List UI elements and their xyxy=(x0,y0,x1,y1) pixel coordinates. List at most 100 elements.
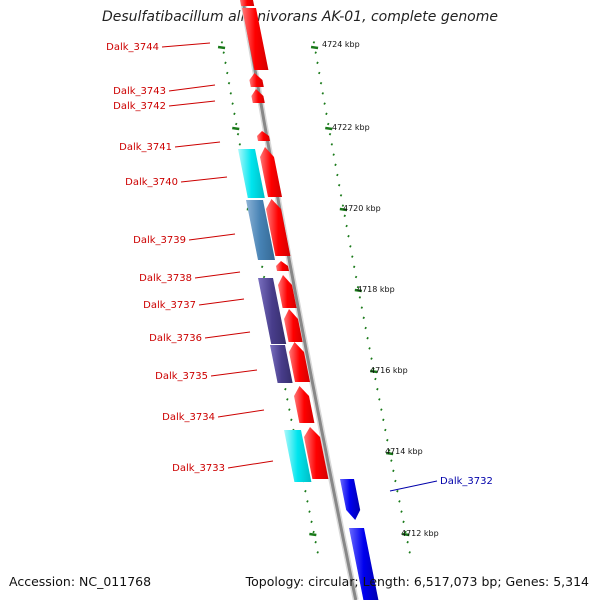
minor-tick xyxy=(328,132,332,136)
minor-tick xyxy=(372,367,375,371)
cog-box-dalk-3739 xyxy=(246,200,275,260)
minor-tick xyxy=(312,530,315,534)
gene-arrow-dalk-3732 xyxy=(340,479,361,520)
gene-label-dalk-3743: Dalk_3743 xyxy=(113,86,166,97)
minor-tick xyxy=(318,71,321,75)
accession-text: Accession: NC_011768 xyxy=(9,574,152,589)
major-tick xyxy=(370,369,378,374)
callout-line xyxy=(210,369,258,377)
gene-label-dalk-3734: Dalk_3734 xyxy=(162,412,215,423)
minor-tick xyxy=(347,234,350,238)
minor-tick xyxy=(233,112,236,116)
minor-tick xyxy=(262,275,266,279)
gene-label-dalk-3742: Dalk_3742 xyxy=(113,101,166,112)
minor-tick xyxy=(400,510,403,513)
minor-tick xyxy=(354,275,358,279)
minor-tick xyxy=(392,469,395,473)
cog-category-boxes xyxy=(238,149,312,482)
callout-line xyxy=(204,331,251,339)
minor-tick xyxy=(398,500,401,503)
kbp-label: 4722 kbp xyxy=(332,123,370,132)
minor-tick xyxy=(314,540,317,544)
major-tick xyxy=(309,532,317,537)
minor-tick xyxy=(229,92,233,95)
callout-line xyxy=(217,409,265,418)
minor-tick xyxy=(260,265,264,269)
gene-arrow-dalk-3741 xyxy=(257,131,270,141)
minor-tick xyxy=(406,540,409,544)
minor-tick xyxy=(236,132,240,136)
gene-label-dalk-3733: Dalk_3733 xyxy=(172,463,225,474)
minor-tick xyxy=(337,183,341,187)
kbp-label: 4718 kbp xyxy=(357,285,395,294)
callout-line xyxy=(194,271,241,279)
minor-tick xyxy=(224,61,227,65)
minor-tick xyxy=(380,408,383,411)
minor-tick xyxy=(376,387,379,391)
minor-tick xyxy=(378,398,381,401)
kbp-label: 4724 kbp xyxy=(322,40,360,49)
minor-tick xyxy=(349,245,352,248)
gene-label-dalk-3738: Dalk_3738 xyxy=(139,273,192,284)
minor-tick xyxy=(404,530,407,534)
minor-tick xyxy=(238,143,242,146)
minor-tick xyxy=(364,326,367,330)
minor-tick xyxy=(316,551,319,554)
gene-label-dalk-3732: Dalk_3732 xyxy=(440,476,493,487)
cog-box-dalk-3735 xyxy=(270,345,293,383)
minor-tick xyxy=(341,204,345,207)
gene-arrow-dalk-3737 xyxy=(278,275,297,308)
minor-tick xyxy=(284,387,287,391)
cog-box-dalk-3740 xyxy=(238,149,265,198)
gene-arrow-dalk-3736 xyxy=(284,309,303,342)
major-tick xyxy=(354,288,362,293)
minor-tick xyxy=(330,143,334,146)
callout-line xyxy=(174,141,221,148)
minor-tick xyxy=(288,408,291,411)
minor-tick xyxy=(323,102,326,105)
minor-tick xyxy=(408,551,411,554)
gene-label-dalk-3741: Dalk_3741 xyxy=(119,142,172,153)
minor-tick xyxy=(310,520,313,524)
callout-line xyxy=(168,100,216,107)
genome-stats-text: Topology: circular; Length: 6,517,073 bp… xyxy=(245,574,589,589)
minor-tick xyxy=(370,357,373,360)
minor-tick xyxy=(362,316,365,320)
minor-tick xyxy=(360,306,364,309)
minor-tick xyxy=(352,265,356,269)
minor-tick xyxy=(402,520,405,524)
minor-tick xyxy=(314,51,317,54)
minor-tick xyxy=(226,71,229,75)
callout-line xyxy=(389,480,438,492)
minor-tick xyxy=(382,418,385,422)
map-title: Desulfatibacillum alkenivorans AK-01, co… xyxy=(101,9,499,25)
major-tick xyxy=(325,126,333,131)
callout-line xyxy=(180,176,228,183)
outer-tick-marks xyxy=(310,41,411,554)
major-tick xyxy=(217,45,226,50)
kbp-label: 4720 kbp xyxy=(343,204,381,213)
minor-tick xyxy=(234,122,238,126)
kbp-label: 4712 kbp xyxy=(401,529,439,538)
major-tick xyxy=(310,45,319,50)
gene-arrow-dalk-3744 xyxy=(242,8,269,70)
minor-tick xyxy=(222,51,225,54)
minor-tick xyxy=(227,81,231,85)
minor-tick xyxy=(304,489,307,493)
gene-arrow-dalk-3743 xyxy=(249,73,264,87)
gene-arrow-dalk-3735 xyxy=(289,342,310,382)
major-tick xyxy=(232,126,240,131)
gene-arrow-dalk-3739 xyxy=(266,199,291,256)
minor-tick xyxy=(326,122,330,126)
minor-tick xyxy=(368,347,371,350)
minor-tick xyxy=(343,214,346,218)
callout-line xyxy=(227,460,274,469)
gene-label-dalk-3737: Dalk_3737 xyxy=(143,300,196,311)
minor-tick xyxy=(316,61,319,65)
minor-tick xyxy=(388,449,391,452)
gene-arrow-dalk-3733 xyxy=(304,427,329,479)
minor-tick xyxy=(286,398,289,401)
gene-label-dalk-3744: Dalk_3744 xyxy=(106,42,159,53)
minor-tick xyxy=(366,336,369,340)
